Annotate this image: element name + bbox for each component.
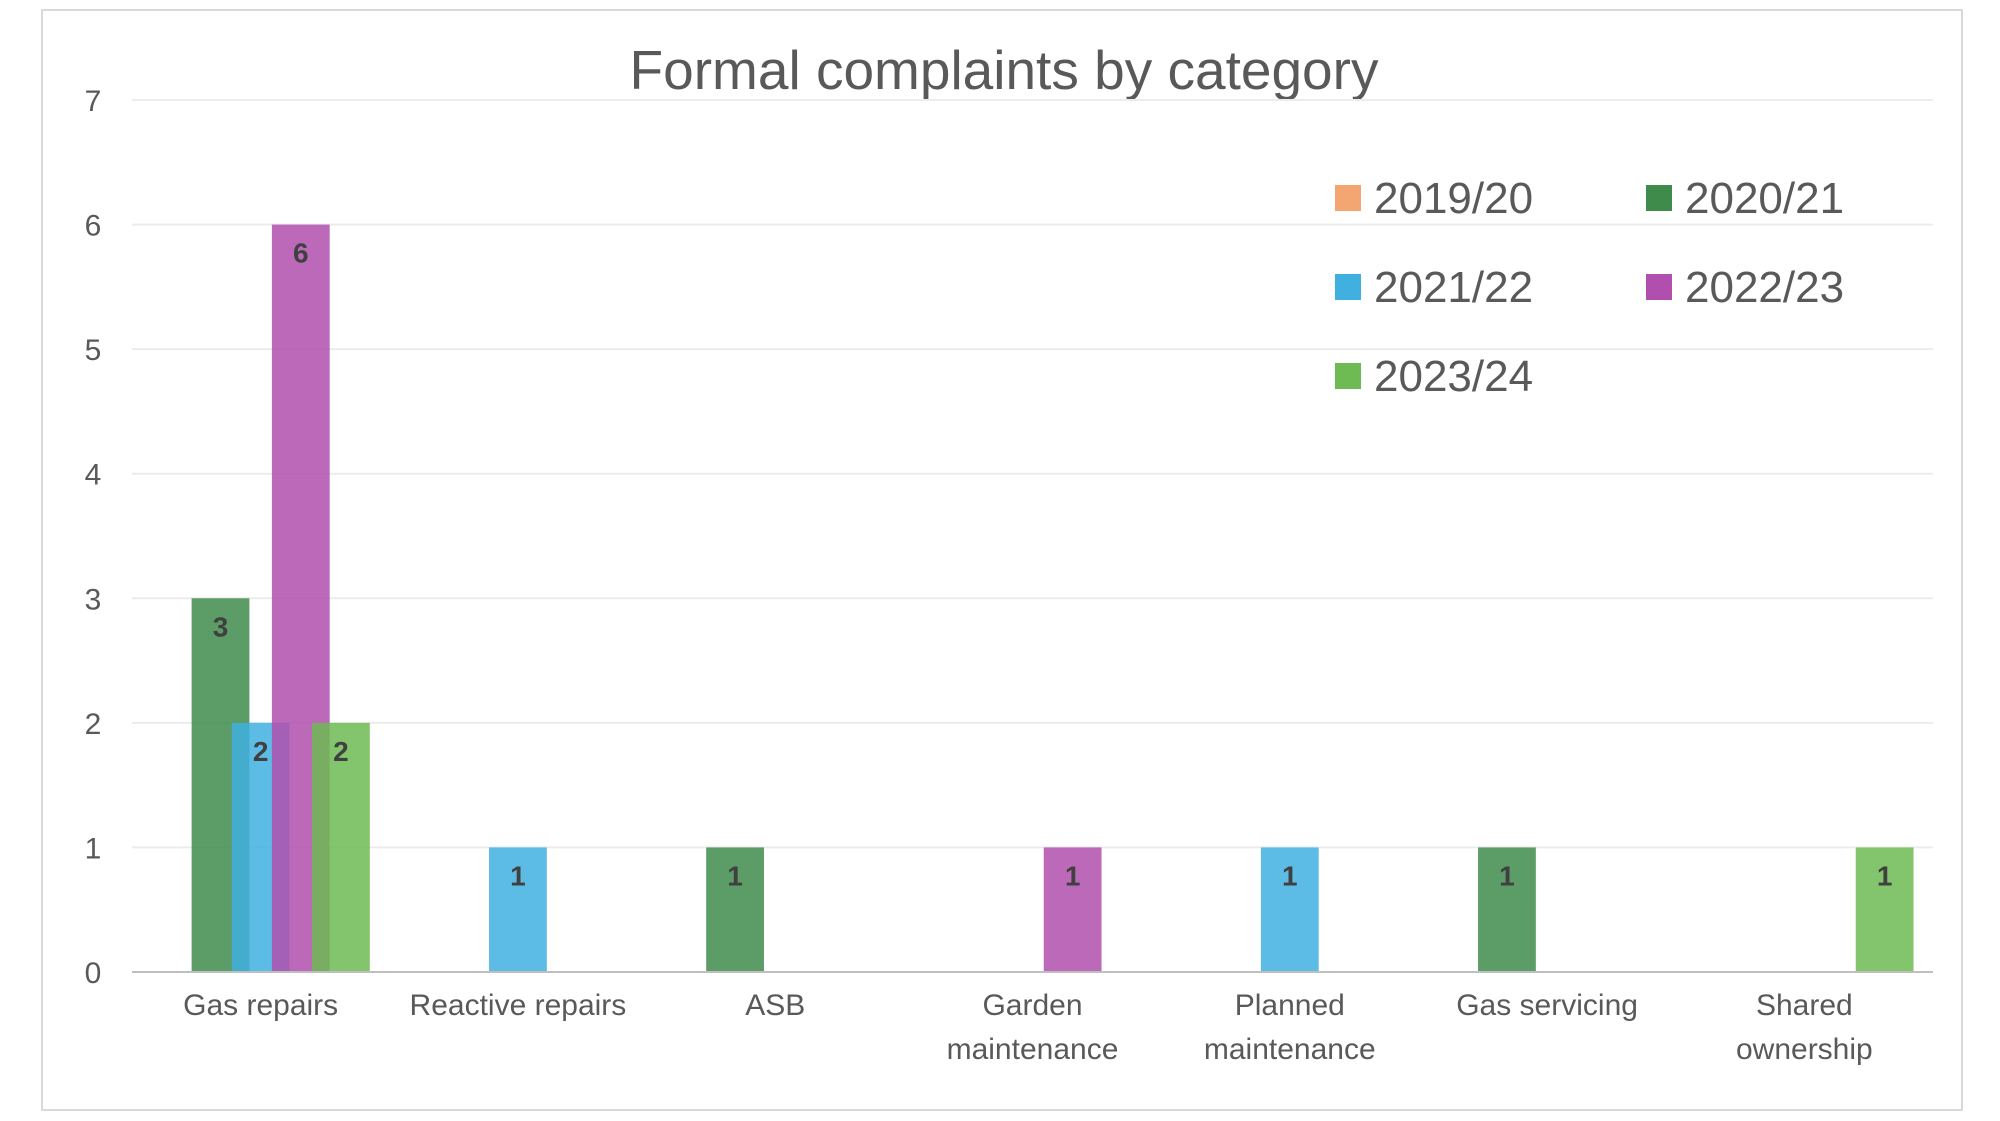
legend-swatch <box>1335 274 1361 300</box>
bars <box>191 224 1914 973</box>
y-tick-label: 3 <box>85 583 102 616</box>
data-label: 2 <box>333 736 349 767</box>
bar-2020-21-2 <box>706 847 764 972</box>
legend-label: 2021/22 <box>1374 263 1533 312</box>
category-label: ASB <box>745 989 805 1022</box>
category-label: Shared <box>1756 989 1853 1022</box>
data-label: 6 <box>293 238 309 269</box>
category-label: ownership <box>1736 1033 1873 1066</box>
legend-label: 2020/21 <box>1685 174 1844 223</box>
bar-2023-24-0 <box>312 722 370 972</box>
y-tick-label: 1 <box>85 832 102 865</box>
category-label: Gas servicing <box>1456 989 1638 1022</box>
legend-swatch <box>1646 274 1672 300</box>
legend-swatch <box>1335 185 1361 211</box>
bar-2021-22-1 <box>489 847 547 972</box>
category-label: Planned <box>1235 989 1345 1022</box>
data-label: 3 <box>213 611 229 642</box>
data-label: 1 <box>1065 860 1081 891</box>
category-label: Garden <box>982 989 1082 1022</box>
data-label: 1 <box>1499 860 1515 891</box>
category-label: Reactive repairs <box>410 989 627 1022</box>
bar-2021-22-4 <box>1260 847 1319 972</box>
data-labels: 3 2 6 2 1 1 1 1 1 1 <box>213 238 1893 892</box>
data-label: 1 <box>510 860 526 891</box>
y-tick-label: 2 <box>85 708 102 741</box>
data-label: 1 <box>727 860 743 891</box>
legend-label: 2019/20 <box>1374 174 1533 223</box>
category-label: Gas repairs <box>183 989 338 1022</box>
chart-title: Formal complaints by category <box>630 39 1379 101</box>
y-tick-label: 7 <box>85 85 102 118</box>
y-tick-label: 0 <box>85 957 102 990</box>
y-tick-label: 4 <box>85 459 102 492</box>
data-label: 1 <box>1877 860 1893 891</box>
category-label: maintenance <box>1204 1033 1376 1066</box>
legend-swatch <box>1646 185 1672 211</box>
bar-2020-21-5 <box>1478 847 1536 972</box>
gridlines <box>132 99 1933 849</box>
y-tick-label: 6 <box>85 210 102 243</box>
data-label: 2 <box>253 736 269 767</box>
category-labels: Gas repairs Reactive repairs ASB Garden main… <box>183 989 1873 1066</box>
legend: 2019/20 2020/21 2021/22 2022/23 2023/24 <box>1335 174 1844 401</box>
legend-swatch <box>1335 363 1361 389</box>
bar-2023-24-6 <box>1855 847 1914 972</box>
legend-label: 2022/23 <box>1685 263 1844 312</box>
bar-2022-23-3 <box>1043 847 1102 972</box>
bar-chart: Formal complaints by category 0 1 2 3 4 5 6 7 3… <box>85 39 1933 1066</box>
data-label: 1 <box>1282 860 1298 891</box>
category-label: maintenance <box>947 1033 1119 1066</box>
y-axis-ticks: 0 1 2 3 4 5 6 7 <box>85 85 102 990</box>
legend-label: 2023/24 <box>1374 352 1533 401</box>
chart-frame: Formal complaints by category 0 1 2 3 4 5 6 7 3… <box>41 9 1963 1111</box>
y-tick-label: 5 <box>85 334 102 367</box>
